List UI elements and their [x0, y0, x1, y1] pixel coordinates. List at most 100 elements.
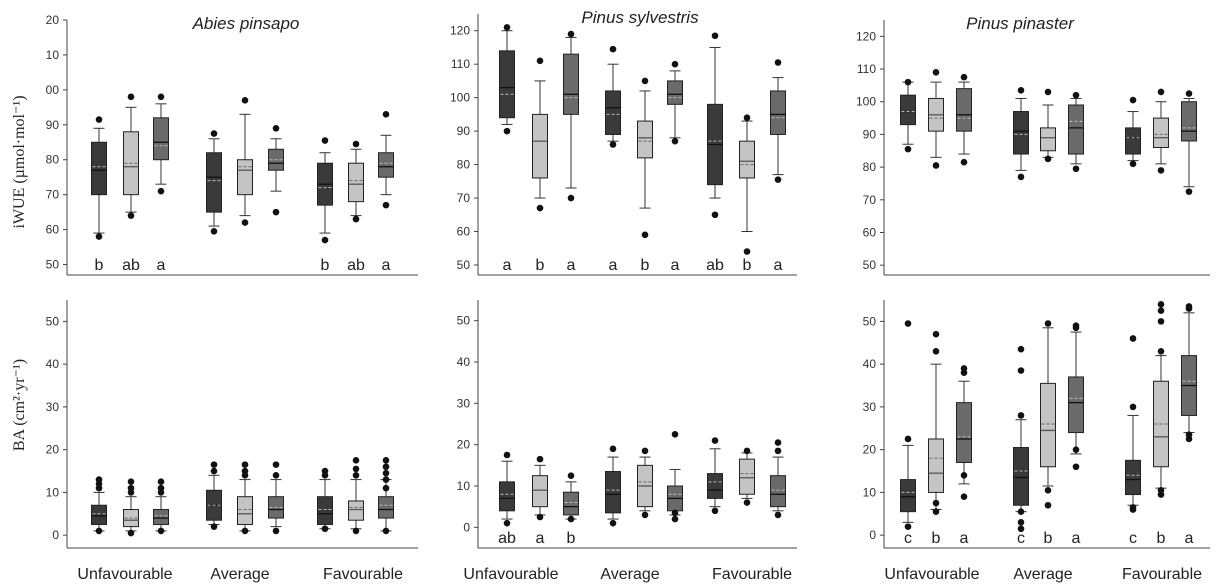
- outlier-point: [536, 57, 544, 65]
- outlier-point: [1157, 318, 1165, 325]
- box-body: [1181, 101, 1197, 142]
- box-favourable-2: [1153, 300, 1169, 498]
- box-body: [770, 475, 786, 508]
- significance-letter: a: [1185, 530, 1194, 547]
- box-average-2: [237, 97, 253, 226]
- y-tick-label: 50: [46, 258, 60, 272]
- outlier-point: [1044, 88, 1052, 96]
- outlier-point: [241, 467, 249, 475]
- box-body: [1013, 447, 1029, 506]
- box-body: [153, 117, 169, 161]
- outlier-point: [774, 176, 782, 183]
- y-tick-label: 110: [451, 57, 470, 71]
- box-body: [605, 471, 621, 514]
- outlier-point: [157, 527, 165, 535]
- box-body: [1068, 104, 1084, 155]
- significance-letter: a: [960, 530, 969, 547]
- box-body: [317, 496, 333, 525]
- outlier-point: [321, 137, 329, 144]
- box-unfavourable-3: [153, 93, 169, 195]
- outlier-point: [1044, 320, 1052, 327]
- outlier-point: [1017, 525, 1025, 533]
- outlier-point: [127, 93, 135, 101]
- box-unfavourable-2: [532, 57, 548, 212]
- box-average-1: [605, 45, 621, 148]
- outlier-point: [743, 447, 751, 455]
- y-tick-label: 60: [46, 223, 60, 237]
- box-body: [1125, 459, 1141, 496]
- box-body: [348, 162, 364, 203]
- box-unfavourable-1: [91, 116, 107, 240]
- y-tick-label: 50: [457, 258, 471, 272]
- outlier-point: [127, 484, 135, 492]
- outlier-point: [1129, 335, 1137, 342]
- outlier-point: [774, 511, 782, 519]
- y-tick-label: 70: [46, 188, 60, 202]
- box-body: [237, 496, 253, 525]
- y-tick-label: 80: [46, 153, 60, 167]
- outlier-point: [567, 194, 575, 202]
- outlier-point: [1129, 504, 1137, 511]
- category-label-sylvestris-unfavourable: Unfavourable: [463, 566, 558, 583]
- outlier-point: [352, 527, 360, 535]
- category-label-abies-average: Average: [210, 566, 269, 583]
- outlier-point: [609, 519, 617, 527]
- outlier-point: [1044, 155, 1052, 163]
- box-average-2: [637, 447, 653, 519]
- y-tick-label: 60: [457, 225, 471, 239]
- significance-letter: b: [641, 257, 650, 274]
- significance-letter: ab: [498, 530, 516, 547]
- box-body: [928, 438, 944, 493]
- box-average-2: [1040, 320, 1056, 509]
- significance-letter: b: [567, 530, 576, 547]
- box-average-3: [268, 461, 284, 535]
- outlier-point: [641, 447, 649, 455]
- significance-letter: a: [382, 257, 391, 274]
- box-body: [1013, 111, 1029, 155]
- box-unfavourable-2: [123, 478, 139, 537]
- y-tick-label: 110: [857, 62, 876, 76]
- outlier-point: [711, 507, 719, 515]
- y-tick-label: 20: [457, 438, 471, 452]
- y-axis-title-iwue: iWUE (µmol·mol⁻¹): [11, 95, 28, 228]
- y-tick-label: 10: [457, 479, 471, 493]
- outlier-point: [382, 201, 390, 209]
- box-average-1: [206, 130, 222, 235]
- outlier-point: [382, 476, 390, 483]
- outlier-point: [241, 219, 249, 226]
- box-body: [532, 113, 548, 179]
- outlier-point: [609, 445, 617, 453]
- outlier-point: [352, 457, 360, 464]
- outlier-point: [960, 472, 968, 479]
- significance-letter: ab: [347, 257, 365, 274]
- outlier-point: [1072, 463, 1080, 471]
- outlier-point: [960, 365, 968, 372]
- box-body: [1068, 376, 1084, 434]
- box-favourable-3: [378, 457, 394, 535]
- y-tick-label: 100: [450, 91, 470, 105]
- outlier-point: [95, 527, 103, 535]
- box-average-3: [268, 124, 284, 216]
- panel-title-pinaster: Pinus pinaster: [966, 14, 1075, 33]
- outlier-point: [95, 233, 103, 240]
- outlier-point: [1072, 446, 1080, 453]
- box-body: [667, 80, 683, 105]
- outlier-point: [352, 465, 360, 473]
- outlier-point: [743, 248, 751, 255]
- panel-ba-abies: 0 10 20 30 40 50: [46, 300, 418, 549]
- box-favourable-3: [770, 439, 786, 519]
- box-favourable-1: [707, 437, 723, 515]
- box-average-2: [637, 77, 653, 239]
- outlier-point: [1017, 519, 1025, 526]
- box-body: [956, 402, 972, 463]
- significance-letter: a: [609, 257, 618, 274]
- outlier-point: [536, 455, 544, 463]
- significance-letter: b: [1044, 530, 1053, 547]
- outlier-point: [932, 69, 940, 76]
- outlier-point: [321, 236, 329, 244]
- outlier-point: [157, 93, 165, 101]
- box-average-1: [206, 461, 222, 530]
